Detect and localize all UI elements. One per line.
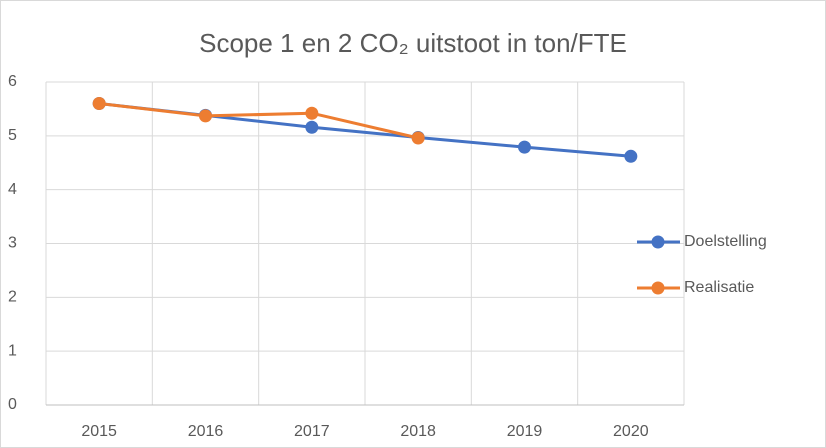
chart-title: Scope 1 en 2 CO₂ uitstoot in ton/FTE — [199, 28, 627, 58]
x-tick-label: 2016 — [188, 423, 224, 440]
marker — [624, 149, 638, 163]
marker — [92, 97, 106, 111]
marker — [518, 140, 531, 154]
x-tick-label: 2017 — [294, 423, 330, 440]
marker — [199, 109, 212, 123]
y-tick-label: 5 — [8, 127, 17, 144]
x-tick-label: 2015 — [81, 423, 117, 440]
x-tick-label: 2020 — [613, 423, 649, 440]
legend-marker — [651, 235, 665, 249]
y-tick-label: 2 — [8, 289, 17, 306]
y-tick-label: 3 — [8, 235, 17, 252]
legend-label: Realisatie — [684, 279, 754, 296]
marker — [305, 106, 319, 120]
legend-label: Doelstelling — [684, 233, 767, 250]
x-tick-label: 2019 — [507, 423, 543, 440]
y-tick-label: 1 — [8, 342, 17, 359]
y-tick-label: 0 — [8, 396, 17, 413]
x-tick-label: 2018 — [400, 423, 436, 440]
marker — [305, 120, 319, 134]
y-tick-label: 6 — [8, 73, 17, 90]
legend-marker — [651, 281, 665, 295]
series-line — [98, 102, 419, 140]
y-tick-label: 4 — [8, 181, 17, 198]
marker — [411, 131, 425, 145]
